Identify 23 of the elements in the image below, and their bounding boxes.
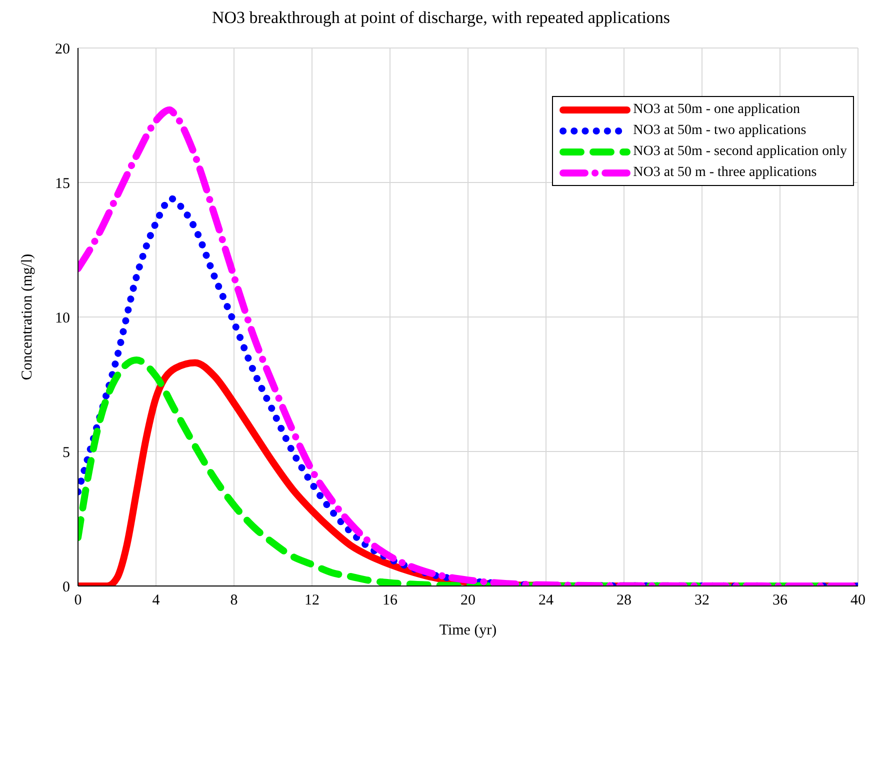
x-tick-label: 8 [230,592,238,609]
x-tick-label: 4 [152,592,160,609]
x-tick-label: 0 [74,592,82,609]
x-tick-label: 20 [460,592,476,609]
x-tick-label: 40 [850,592,866,609]
y-tick-label: 20 [55,41,70,58]
legend-label: NO3 at 50m - two applications [633,122,806,138]
y-tick-label: 15 [55,176,70,192]
legend-label: NO3 at 50 m - three applications [633,164,817,180]
x-axis-title: Time (yr) [439,622,497,639]
x-tick-label: 24 [538,592,554,609]
y-tick-label: 5 [62,444,70,461]
x-tick-label: 12 [304,592,320,609]
y-tick-label: 0 [62,579,70,596]
chart-title: NO3 breakthrough at point of discharge, with repeated applications [210,8,672,29]
legend-label: NO3 at 50m - second application only [633,144,847,160]
x-tick-label: 32 [694,592,710,609]
legend-label: NO3 at 50m - one application [633,102,800,118]
x-tick-label: 16 [382,592,398,609]
y-axis-title: Concentration (mg/l) [19,254,36,380]
x-tick-label: 36 [772,592,788,609]
x-tick-label: 28 [616,592,632,609]
y-tick-label: 10 [55,310,70,326]
